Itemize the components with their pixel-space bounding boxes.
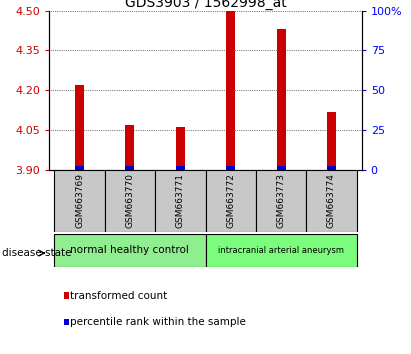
Text: intracranial arterial aneurysm: intracranial arterial aneurysm	[218, 246, 344, 255]
Bar	[125, 125, 134, 170]
Bar	[176, 166, 185, 170]
Bar	[206, 170, 256, 232]
Bar	[75, 85, 84, 170]
Bar	[54, 234, 206, 267]
Bar	[75, 166, 84, 170]
Bar	[277, 29, 286, 170]
Bar	[206, 234, 357, 267]
Bar	[327, 112, 336, 170]
Bar	[54, 170, 105, 232]
Bar	[105, 170, 155, 232]
Text: GSM663772: GSM663772	[226, 173, 235, 228]
Text: GSM663770: GSM663770	[125, 173, 134, 228]
Bar	[155, 170, 206, 232]
Text: GSM663773: GSM663773	[277, 173, 286, 228]
Bar	[306, 170, 357, 232]
Text: normal healthy control: normal healthy control	[71, 245, 189, 256]
Text: GSM663774: GSM663774	[327, 173, 336, 228]
Bar	[226, 166, 235, 170]
Text: percentile rank within the sample: percentile rank within the sample	[70, 317, 246, 327]
Text: disease state: disease state	[2, 248, 72, 258]
Title: GDS3903 / 1562998_at: GDS3903 / 1562998_at	[125, 0, 286, 10]
Text: GSM663771: GSM663771	[176, 173, 185, 228]
Bar	[226, 11, 235, 170]
Bar	[256, 170, 306, 232]
Bar	[277, 166, 286, 170]
Bar	[327, 166, 336, 170]
Bar	[176, 127, 185, 170]
Bar	[125, 166, 134, 170]
Text: GSM663769: GSM663769	[75, 173, 84, 228]
Text: transformed count: transformed count	[70, 291, 168, 301]
